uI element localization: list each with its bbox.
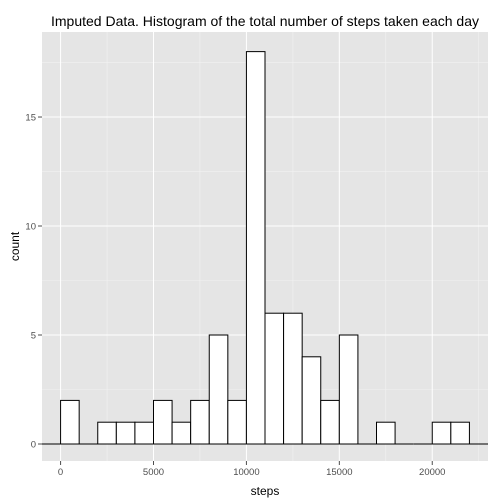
histogram-bar: [320, 399, 340, 445]
y-axis: 0 5 10 15: [25, 113, 42, 451]
chart-title: Imputed Data. Histogram of the total num…: [51, 13, 479, 29]
histogram-bars: [42, 51, 488, 445]
histogram-bar: [264, 312, 285, 445]
y-tick-label: 10: [25, 222, 36, 233]
x-tick-label: 15000: [326, 467, 352, 478]
histogram-bar: [431, 421, 452, 445]
histogram-bar: [376, 421, 396, 445]
histogram-bar: [171, 421, 192, 445]
histogram-bar: [97, 421, 117, 445]
y-tick-label: 0: [31, 440, 36, 451]
x-tick-label: 5000: [143, 467, 164, 478]
histogram-bar: [338, 334, 359, 445]
histogram-bar: [227, 399, 247, 445]
histogram-bar: [153, 399, 173, 445]
histogram-bar: [450, 421, 470, 445]
y-tick-label: 5: [31, 331, 36, 342]
histogram-bar: [190, 399, 210, 445]
x-tick-label: 20000: [419, 467, 445, 478]
y-tick-label: 15: [25, 113, 36, 124]
histogram-bar: [115, 421, 136, 445]
x-axis-title: steps: [251, 484, 280, 498]
x-tick-label: 10000: [233, 467, 259, 478]
x-axis: 0 5000 10000 15000 20000: [58, 461, 445, 478]
x-tick-label: 0: [58, 467, 63, 478]
histogram-bar: [245, 51, 266, 445]
y-axis-title: count: [8, 231, 22, 261]
histogram-bar: [134, 421, 155, 445]
histogram-bar: [301, 356, 322, 445]
histogram-bar: [60, 399, 80, 445]
histogram-bar: [283, 312, 303, 445]
histogram-bar: [208, 334, 229, 445]
